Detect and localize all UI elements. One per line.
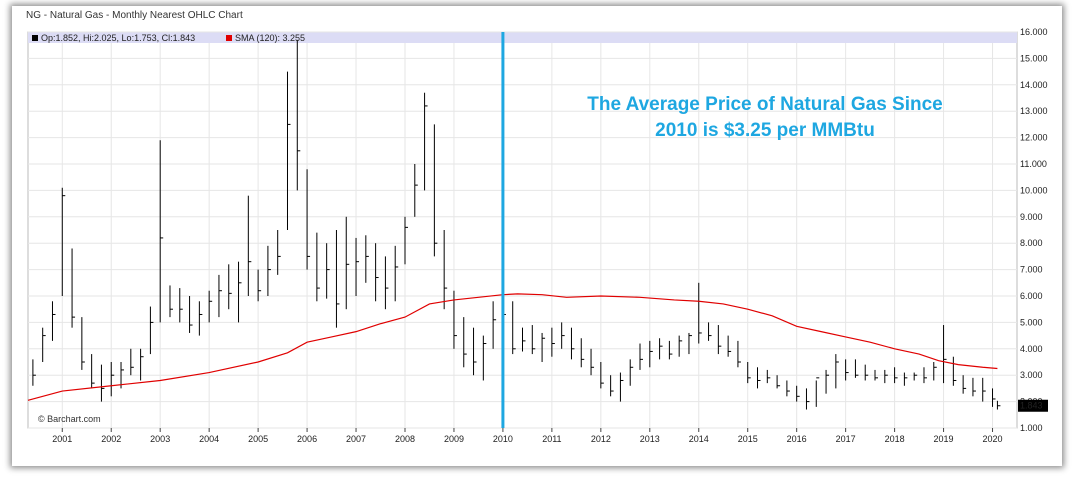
- plot-area: [27, 31, 1018, 429]
- legend-band: [28, 32, 1017, 43]
- y-tick-label: 1.000: [1020, 423, 1043, 433]
- y-tick-label: 6.000: [1020, 291, 1043, 301]
- x-tick-label: 2010: [493, 434, 513, 444]
- x-tick-label: 2017: [836, 434, 856, 444]
- x-tick-label: 2014: [689, 434, 709, 444]
- y-tick-label: 4.000: [1020, 344, 1043, 354]
- legend-ohlc-label: Op:1.852, Hi:2.025, Lo:1.753, Cl:1.843: [41, 33, 195, 43]
- x-tick-label: 2015: [738, 434, 758, 444]
- y-tick-label: 12.000: [1020, 133, 1048, 143]
- last-price-box: [1018, 399, 1048, 412]
- x-tick-label: 2002: [101, 434, 121, 444]
- x-tick-label: 2019: [934, 434, 954, 444]
- x-tick-label: 2004: [199, 434, 219, 444]
- ohlc-series: [32, 39, 1001, 410]
- x-tick-label: 2003: [150, 434, 170, 444]
- x-tick-label: 2011: [542, 434, 561, 444]
- y-tick-label: 7.000: [1020, 265, 1043, 275]
- x-tick-label: 2020: [983, 434, 1003, 444]
- y-tick-label: 16.000: [1020, 27, 1048, 37]
- legend-sma-swatch: [226, 35, 232, 41]
- y-tick-label: 9.000: [1020, 212, 1043, 222]
- x-tick-label: 2008: [395, 434, 415, 444]
- sma-line: [27, 293, 998, 401]
- last-price-label: 1.843: [1020, 401, 1043, 411]
- y-tick-label: 11.000: [1020, 159, 1047, 169]
- x-tick-label: 2018: [885, 434, 905, 444]
- y-tick-label: 15.000: [1020, 53, 1048, 63]
- y-tick-label: 10.000: [1020, 185, 1048, 195]
- y-tick-label: 5.000: [1020, 317, 1043, 327]
- x-tick-label: 2007: [346, 434, 366, 444]
- x-tick-label: 2001: [52, 434, 72, 444]
- legend-ohlc-swatch: [32, 35, 38, 41]
- annotation-line-1: The Average Price of Natural Gas Since: [587, 94, 943, 115]
- x-tick-label: 2013: [640, 434, 660, 444]
- y-tick-label: 3.000: [1020, 370, 1043, 380]
- y-tick-label: 13.000: [1020, 106, 1048, 116]
- chart-title: NG - Natural Gas - Monthly Nearest OHLC …: [26, 10, 243, 20]
- annotation-line-2: 2010 is $3.25 per MMBtu: [655, 120, 875, 141]
- y-tick-label: 14.000: [1020, 80, 1048, 90]
- legend-sma-label: SMA (120): 3.255: [235, 33, 305, 43]
- x-tick-label: 2012: [591, 434, 611, 444]
- y-tick-label: 8.000: [1020, 238, 1043, 248]
- x-tick-label: 2009: [444, 434, 464, 444]
- x-tick-label: 2006: [297, 434, 317, 444]
- copyright-label: © Barchart.com: [38, 414, 101, 424]
- x-tick-label: 2005: [248, 434, 268, 444]
- x-tick-label: 2016: [787, 434, 807, 444]
